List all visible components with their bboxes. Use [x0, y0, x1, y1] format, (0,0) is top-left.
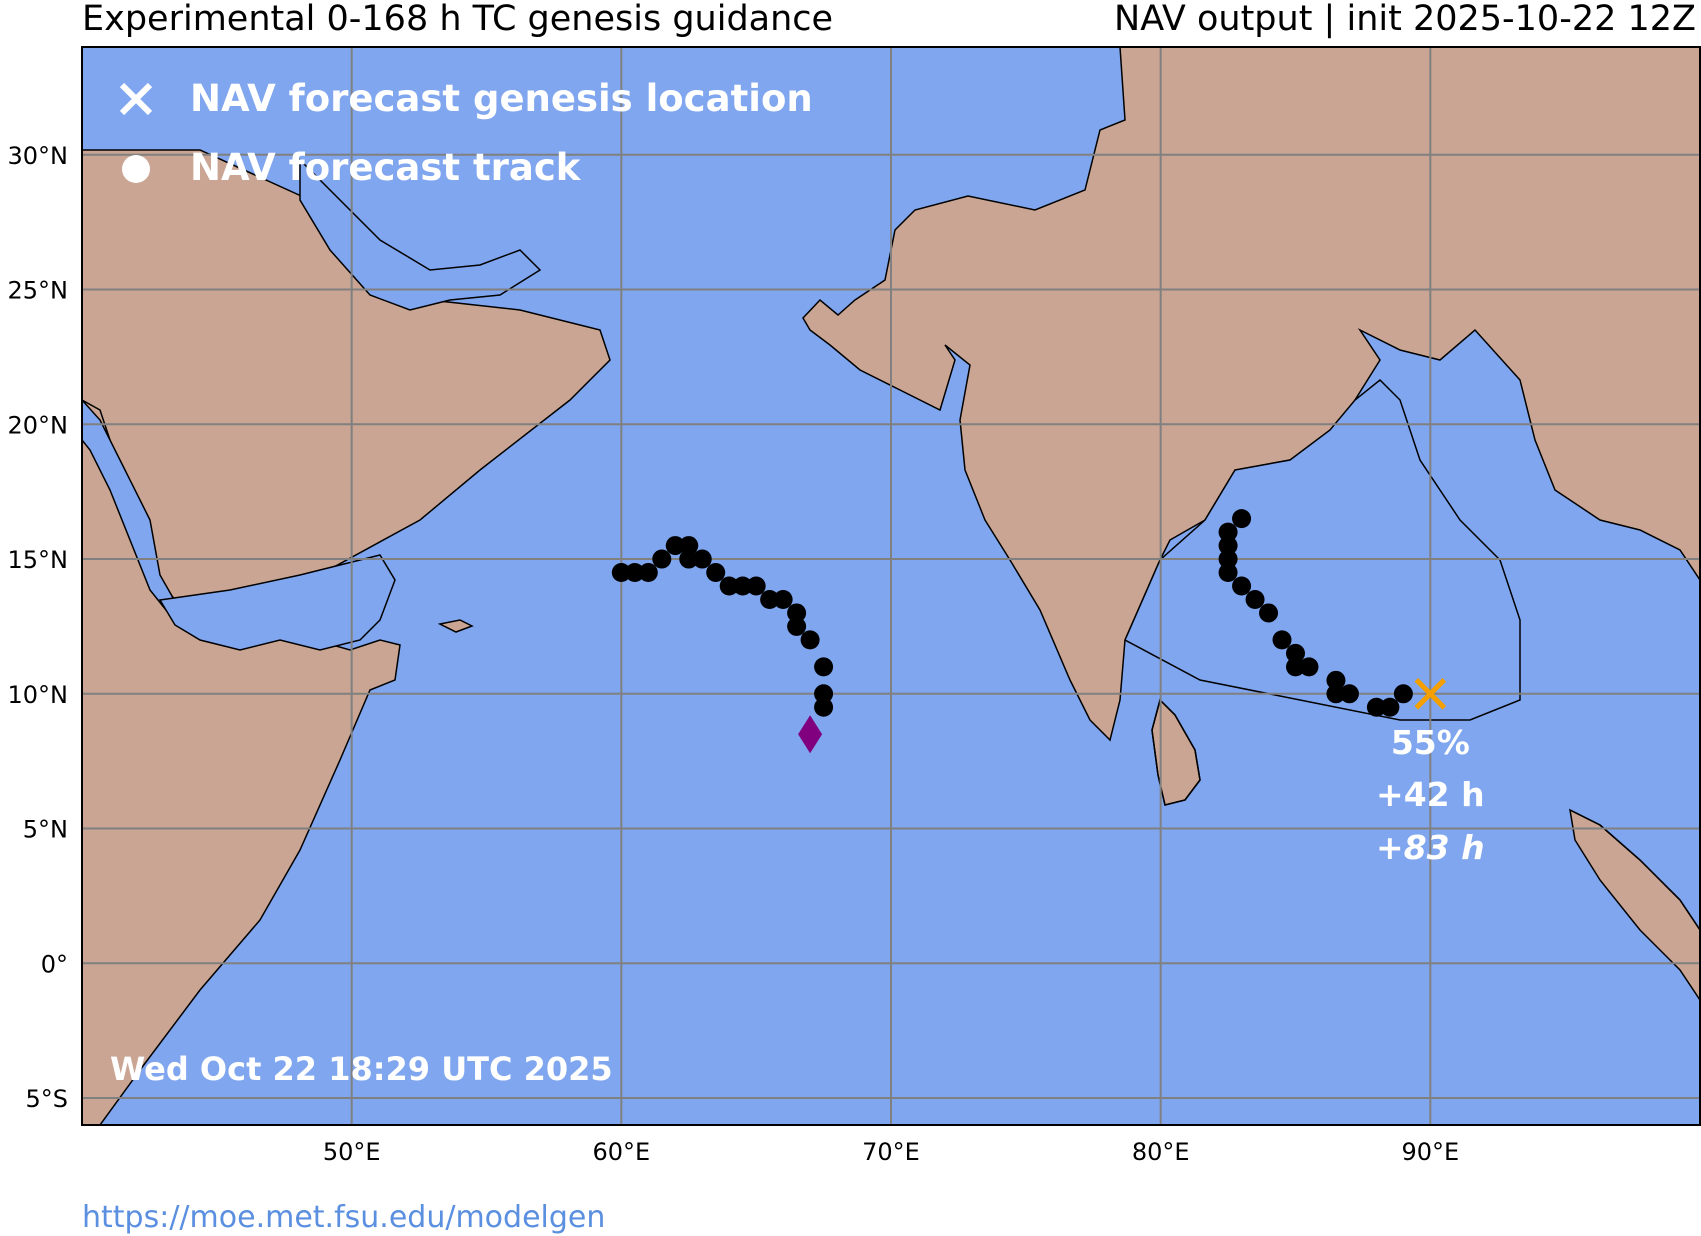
track-point	[1326, 684, 1346, 704]
lat-tick-label: 15°N	[8, 546, 69, 574]
track-point	[611, 563, 631, 583]
inland-water	[82, 158, 1521, 721]
track-point	[814, 684, 834, 704]
lat-tick-label: 5°S	[25, 1085, 68, 1113]
genesis-lead-time-secondary: +83 h	[1376, 828, 1485, 867]
track-point	[665, 536, 685, 556]
track-point	[1366, 697, 1386, 717]
track-point	[1286, 657, 1305, 677]
gulf-of-aden	[158, 554, 396, 651]
track-point	[1259, 603, 1279, 623]
longitude-tick-labels: 50°E 60°E 70°E 80°E 90°E	[323, 1138, 1459, 1166]
lat-tick-label: 25°N	[8, 277, 69, 305]
track-point	[625, 563, 645, 583]
genesis-location-x-icon	[1414, 678, 1447, 710]
legend-dot-icon	[122, 155, 150, 183]
track-point	[773, 589, 793, 609]
bay-of-bengal	[1124, 378, 1521, 721]
track-point	[1286, 643, 1305, 663]
legend-genesis-label: NAV forecast genesis location	[190, 77, 813, 120]
lon-tick-label: 70°E	[862, 1138, 920, 1166]
track-point	[679, 549, 699, 569]
track-point	[1232, 509, 1252, 529]
figure-subtitle: NAV output | init 2025-10-22 12Z	[1114, 0, 1696, 39]
forecast-tracks	[611, 509, 1413, 717]
track-point	[1218, 549, 1238, 569]
socotra	[437, 619, 474, 633]
track-point	[706, 563, 726, 583]
track-point	[679, 536, 699, 556]
lat-tick-label: 5°N	[23, 816, 68, 844]
track-point	[814, 697, 834, 717]
track-point	[1218, 536, 1238, 556]
track-point	[1380, 697, 1400, 717]
track-point	[1218, 522, 1238, 542]
latitude-tick-labels: 30°N 25°N 20°N 15°N 10°N 5°N 0° 5°S	[8, 142, 69, 1113]
track-point	[692, 549, 712, 569]
track-point	[733, 576, 753, 596]
track-point	[814, 657, 834, 677]
lat-tick-label: 20°N	[8, 411, 69, 439]
storm-position-diamond-icon	[798, 715, 823, 754]
lon-tick-label: 80°E	[1132, 1138, 1190, 1166]
track-point	[1299, 657, 1319, 677]
track-point	[1393, 684, 1413, 704]
track-point	[1272, 630, 1292, 650]
legend-track-label: NAV forecast track	[190, 146, 582, 189]
track-point	[638, 563, 658, 583]
lon-tick-label: 60°E	[592, 1138, 650, 1166]
timestamp: Wed Oct 22 18:29 UTC 2025	[110, 1050, 613, 1088]
asia-mainland	[82, 47, 1700, 742]
track-point	[760, 589, 780, 609]
lat-tick-label: 0°	[41, 950, 68, 978]
genesis-lead-time: +42 h	[1376, 775, 1485, 814]
footer-url[interactable]: https://moe.met.fsu.edu/modelgen	[82, 1200, 605, 1235]
genesis-probability: 55%	[1391, 723, 1470, 762]
lat-tick-label: 10°N	[8, 681, 69, 709]
graticule	[82, 47, 1700, 1125]
lat-tick-label: 30°N	[8, 142, 69, 170]
lon-tick-label: 50°E	[323, 1138, 381, 1166]
map-frame	[81, 46, 1701, 1126]
figure-title: Experimental 0-168 h TC genesis guidance	[82, 0, 833, 39]
track-point	[746, 576, 766, 596]
track-point	[1218, 563, 1238, 583]
track-point	[1339, 684, 1359, 704]
legend: NAV forecast genesis location NAV foreca…	[119, 77, 813, 189]
map-area	[82, 47, 1700, 1125]
track-point	[719, 576, 739, 596]
track-point	[787, 603, 807, 623]
track-point	[1245, 589, 1265, 609]
track-point	[1326, 670, 1346, 690]
track-point	[652, 549, 672, 569]
lon-tick-label: 90°E	[1401, 1138, 1459, 1166]
track-point	[1232, 576, 1252, 596]
track-point	[800, 630, 820, 650]
legend-x-icon	[119, 82, 153, 116]
coastlines	[1151, 698, 1700, 931]
track-point	[787, 616, 807, 636]
persian-gulf	[299, 158, 542, 311]
